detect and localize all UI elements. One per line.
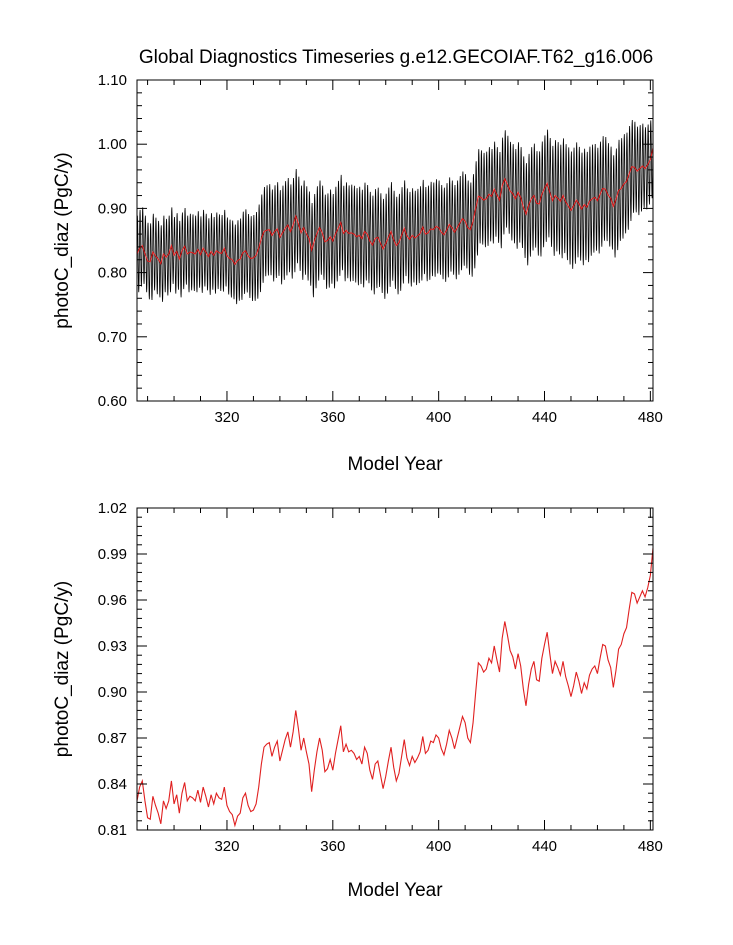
x-tick-label: 480 [638,838,663,855]
y-tick-label: 0.84 [98,776,127,793]
y-tick-label: 0.93 [98,638,127,655]
plot-frame [136,79,654,402]
x-tick-label: 400 [426,838,451,855]
annual-mean-series-line [137,547,653,828]
bottom-panel-ylabel: photoC_diaz (PgC/y) [52,581,73,757]
y-tick-label: 0.90 [98,200,127,217]
y-tick-label: 0.99 [98,546,127,563]
x-tick-label: 400 [426,409,451,426]
y-tick-label: 1.02 [98,500,127,517]
x-tick-label: 440 [532,838,557,855]
y-tick-label: 1.00 [98,136,127,153]
x-tick-label: 480 [638,409,663,426]
y-tick-label: 0.60 [98,393,127,410]
y-tick-label: 0.90 [98,684,127,701]
y-tick-label: 0.96 [98,592,127,609]
y-tick-label: 0.81 [98,822,127,839]
plot-frame [136,507,654,831]
bottom-panel-xlabel: Model Year [347,880,443,901]
top-panel-xlabel: Model Year [347,454,443,475]
x-tick-label: 360 [320,838,345,855]
y-tick-label: 1.10 [98,72,127,89]
x-tick-label: 320 [214,838,239,855]
chart-title: Global Diagnostics Timeseries g.e12.GECO… [139,47,653,68]
bottom-panel: 0.81 0.84 0.87 0.90 0.93 0.96 0.99 1.02 320 360 40… [98,500,663,855]
x-tick-label: 360 [320,409,345,426]
x-tick-label: 320 [214,409,239,426]
y-tick-label: 0.80 [98,265,127,282]
top-panel-ylabel: photoC_diaz (PgC/y) [52,152,73,328]
monthly-series-line [137,119,653,305]
x-tick-label: 440 [532,409,557,426]
annual-mean-series-line [137,146,653,266]
y-tick-label: 0.87 [98,730,127,747]
top-panel: 0.60 0.70 0.80 0.90 1.00 1.10 320 360 400 440 480 [98,72,663,426]
y-tick-label: 0.70 [98,329,127,346]
